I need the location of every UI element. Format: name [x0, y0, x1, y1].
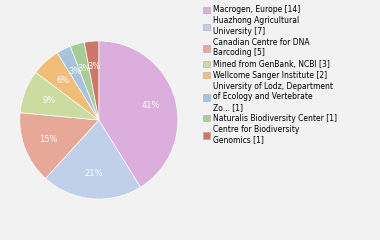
Legend: Macrogen, Europe [14], Huazhong Agricultural
University [7], Canadian Centre for: Macrogen, Europe [14], Huazhong Agricult… — [201, 4, 339, 146]
Text: 3%: 3% — [87, 62, 101, 71]
Wedge shape — [70, 42, 99, 120]
Wedge shape — [20, 72, 99, 120]
Text: 3%: 3% — [68, 67, 82, 76]
Text: 15%: 15% — [40, 135, 58, 144]
Wedge shape — [20, 113, 99, 178]
Wedge shape — [84, 41, 99, 120]
Text: 3%: 3% — [78, 64, 91, 73]
Text: 9%: 9% — [42, 96, 55, 105]
Wedge shape — [36, 53, 99, 120]
Wedge shape — [46, 120, 140, 199]
Wedge shape — [99, 41, 178, 187]
Text: 6%: 6% — [56, 76, 69, 85]
Wedge shape — [57, 46, 99, 120]
Text: 41%: 41% — [141, 101, 160, 110]
Text: 21%: 21% — [85, 169, 103, 178]
